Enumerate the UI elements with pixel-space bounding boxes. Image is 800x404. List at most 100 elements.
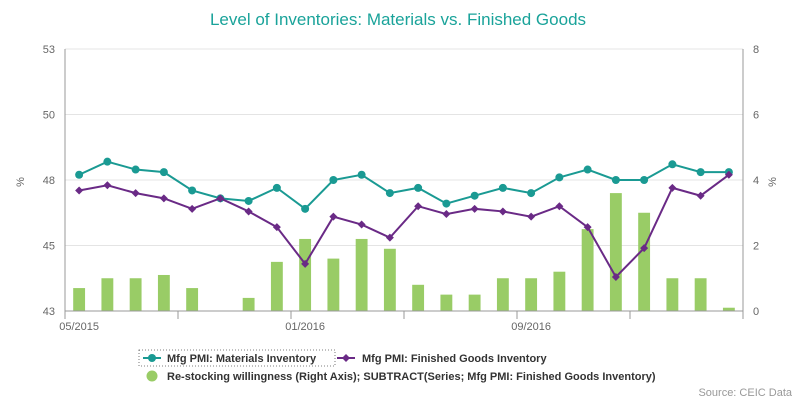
legend-marker (148, 354, 156, 362)
bar (553, 271, 566, 311)
right-tick-label: 8 (753, 44, 759, 56)
source-note: Source: CEIC Data (698, 387, 792, 399)
right-tick-label: 4 (753, 175, 759, 187)
data-point (583, 165, 592, 174)
right-tick-label: 2 (753, 241, 759, 253)
bar (327, 258, 340, 311)
bar (101, 278, 114, 311)
data-point (329, 176, 338, 184)
bar (666, 278, 679, 311)
data-point (131, 189, 140, 198)
data-point (75, 186, 84, 195)
data-point (668, 160, 677, 169)
data-point (103, 181, 112, 190)
bar (355, 238, 368, 311)
bar (73, 288, 86, 311)
data-point (159, 194, 168, 203)
bar (638, 212, 651, 311)
data-point (668, 183, 677, 192)
data-point (357, 220, 366, 229)
axes: 43 45 48 50 53 0 2 4 6 8 05/2015 01/2016 09/2016 (43, 44, 759, 333)
data-point (385, 189, 394, 198)
bar (383, 248, 396, 311)
data-point (272, 223, 281, 232)
data-point (583, 223, 592, 232)
bar (242, 297, 255, 311)
bar (270, 261, 283, 311)
data-point (301, 259, 310, 268)
data-point (357, 170, 366, 179)
x-tick-label: 05/2015 (59, 321, 99, 333)
left-tick-label: 43 (43, 306, 55, 318)
left-tick-label: 48 (43, 175, 55, 187)
legend-label: Re-stocking willingness (Right Axis); SU… (167, 371, 656, 383)
bar-series (73, 193, 735, 311)
bar (186, 288, 199, 311)
bar (412, 284, 425, 311)
left-tick-label: 45 (43, 241, 55, 253)
data-point (159, 168, 168, 177)
data-point (696, 191, 705, 200)
right-tick-label: 0 (753, 306, 759, 318)
data-point (640, 176, 649, 184)
data-point (470, 191, 479, 200)
data-point (188, 186, 197, 195)
line-series (75, 157, 733, 281)
legend-item-box (138, 349, 336, 367)
bar (609, 193, 622, 311)
data-point (498, 207, 507, 216)
right-tick-label: 6 (753, 110, 759, 122)
data-point (131, 165, 140, 174)
data-point (611, 176, 620, 184)
data-point (498, 183, 507, 192)
series-line (78, 160, 729, 211)
data-point (103, 157, 112, 166)
data-point (75, 170, 84, 179)
legend: Mfg PMI: Materials Inventory Mfg PMI: Fin… (138, 349, 656, 383)
data-point (385, 233, 394, 242)
data-point (555, 173, 564, 182)
legend-marker (342, 354, 350, 362)
left-tick-label: 53 (43, 44, 55, 56)
data-point (696, 168, 705, 177)
data-point (527, 189, 536, 198)
bar (722, 307, 735, 311)
data-point (414, 183, 423, 192)
data-point (272, 183, 281, 192)
bar (299, 238, 312, 311)
data-point (470, 204, 479, 213)
legend-label: Mfg PMI: Materials Inventory (167, 353, 317, 365)
left-axis-label: % (15, 177, 27, 187)
bar (496, 278, 509, 311)
legend-marker (146, 370, 158, 382)
data-point (188, 204, 197, 213)
bar (129, 278, 142, 311)
left-tick-label: 50 (43, 110, 55, 122)
data-point (555, 202, 564, 211)
data-point (640, 244, 649, 253)
bar (468, 294, 481, 311)
data-point (216, 194, 225, 203)
data-point (527, 212, 536, 221)
data-point (414, 202, 423, 211)
right-axis-label: % (767, 177, 779, 187)
bar (157, 274, 170, 311)
data-point (244, 207, 253, 216)
x-tick-label: 01/2016 (285, 321, 325, 333)
data-point (611, 272, 620, 281)
bar (581, 229, 594, 311)
bar (440, 294, 453, 311)
series-line (78, 173, 730, 279)
legend-label: Mfg PMI: Finished Goods Inventory (362, 353, 547, 365)
data-point (442, 210, 451, 219)
data-point (301, 204, 310, 213)
chart-title: Level of Inventories: Materials vs. Fini… (210, 10, 586, 29)
bar (525, 278, 538, 311)
data-point (724, 170, 733, 179)
x-tick-label: 09/2016 (511, 321, 551, 333)
data-point (244, 196, 253, 205)
data-point (442, 199, 451, 208)
bar (694, 278, 707, 311)
data-point (329, 212, 338, 221)
